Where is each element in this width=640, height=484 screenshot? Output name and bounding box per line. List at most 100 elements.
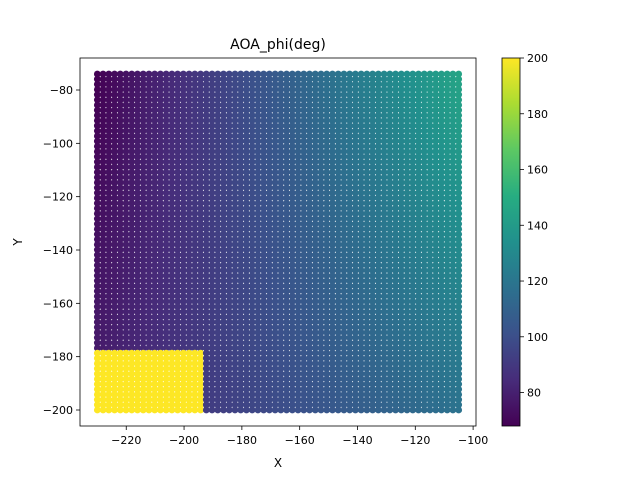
heatmap-point xyxy=(134,303,141,311)
heatmap-point xyxy=(277,101,285,109)
heatmap-point xyxy=(352,391,359,398)
heatmap-point xyxy=(386,287,394,295)
heatmap-point xyxy=(346,298,354,305)
heatmap-point xyxy=(283,256,290,264)
heatmap-point xyxy=(323,236,331,243)
heatmap-point xyxy=(266,339,273,347)
heatmap-point xyxy=(311,122,319,130)
heatmap-point xyxy=(271,96,279,104)
heatmap-point xyxy=(317,163,325,171)
heatmap-point xyxy=(202,349,210,357)
heatmap-point xyxy=(266,163,273,171)
heatmap-point xyxy=(352,199,359,207)
heatmap-point xyxy=(317,96,325,104)
heatmap-point xyxy=(231,375,239,383)
heatmap-point xyxy=(248,215,256,223)
heatmap-point xyxy=(271,344,279,352)
heatmap-point xyxy=(420,246,428,254)
heatmap-point xyxy=(162,117,170,124)
heatmap-point xyxy=(266,246,273,254)
heatmap-point xyxy=(357,360,365,367)
heatmap-point xyxy=(231,313,239,321)
heatmap-point xyxy=(409,292,417,300)
heatmap-point xyxy=(420,163,428,171)
heatmap-point xyxy=(243,246,250,254)
heatmap-point xyxy=(455,153,463,161)
heatmap-point xyxy=(420,75,428,83)
heatmap-point xyxy=(346,329,354,336)
heatmap-point xyxy=(174,168,182,176)
heatmap-point xyxy=(288,153,296,161)
heatmap-point xyxy=(329,163,336,171)
heatmap-point xyxy=(214,282,222,290)
heatmap-point xyxy=(116,277,124,285)
heatmap-point xyxy=(340,158,348,166)
heatmap-point xyxy=(386,277,394,285)
heatmap-point xyxy=(271,385,279,393)
heatmap-point xyxy=(254,236,262,243)
heatmap-point xyxy=(432,210,440,217)
heatmap-point xyxy=(432,396,440,404)
heatmap-point xyxy=(443,96,451,104)
heatmap-point xyxy=(168,75,176,83)
heatmap-point xyxy=(386,210,394,217)
heatmap-point xyxy=(306,220,313,228)
heatmap-point xyxy=(426,91,434,99)
heatmap-point xyxy=(334,282,342,290)
heatmap-point xyxy=(420,153,428,161)
heatmap-point xyxy=(300,370,308,378)
heatmap-point xyxy=(197,179,204,186)
heatmap-point xyxy=(357,380,365,388)
heatmap-point xyxy=(386,246,394,254)
heatmap-point xyxy=(432,334,440,342)
heatmap-point xyxy=(134,70,141,78)
heatmap-point xyxy=(352,318,359,326)
heatmap-point xyxy=(105,323,113,331)
heatmap-point xyxy=(311,179,319,186)
heatmap-point xyxy=(111,241,118,248)
heatmap-point xyxy=(432,241,440,248)
heatmap-point xyxy=(214,251,222,259)
heatmap-point xyxy=(363,272,371,279)
heatmap-point xyxy=(363,168,371,176)
heatmap-point xyxy=(202,303,210,311)
heatmap-point xyxy=(300,246,308,254)
heatmap-point xyxy=(243,380,250,388)
heatmap-point xyxy=(415,117,422,124)
heatmap-point xyxy=(162,282,170,290)
heatmap-point xyxy=(432,375,440,383)
heatmap-point xyxy=(260,148,268,155)
heatmap-point xyxy=(225,106,233,114)
heatmap-point xyxy=(179,241,187,248)
heatmap-point xyxy=(225,163,233,171)
heatmap-point xyxy=(432,370,440,378)
heatmap-point xyxy=(455,205,463,212)
heatmap-point xyxy=(415,313,422,321)
heatmap-point xyxy=(254,354,262,362)
heatmap-point xyxy=(283,272,290,279)
heatmap-point xyxy=(329,86,336,93)
heatmap-point xyxy=(415,101,422,109)
heatmap-point xyxy=(403,106,411,114)
heatmap-point xyxy=(214,127,222,135)
heatmap-point xyxy=(392,199,399,207)
heatmap-point xyxy=(317,173,325,181)
heatmap-point xyxy=(197,292,204,300)
heatmap-point xyxy=(260,256,268,264)
heatmap-point xyxy=(185,236,193,243)
heatmap-point xyxy=(254,375,262,383)
heatmap-point xyxy=(116,106,124,114)
heatmap-point xyxy=(432,194,440,202)
heatmap-point xyxy=(243,96,250,104)
heatmap-point xyxy=(317,298,325,305)
heatmap-point xyxy=(93,261,101,269)
heatmap-point xyxy=(145,148,153,155)
heatmap-point xyxy=(93,360,101,367)
heatmap-point xyxy=(288,220,296,228)
heatmap-point xyxy=(334,267,342,274)
heatmap-point xyxy=(432,303,440,311)
heatmap-point xyxy=(455,339,463,347)
heatmap-point xyxy=(254,173,262,181)
heatmap-point xyxy=(220,329,227,336)
heatmap-point xyxy=(380,246,388,254)
